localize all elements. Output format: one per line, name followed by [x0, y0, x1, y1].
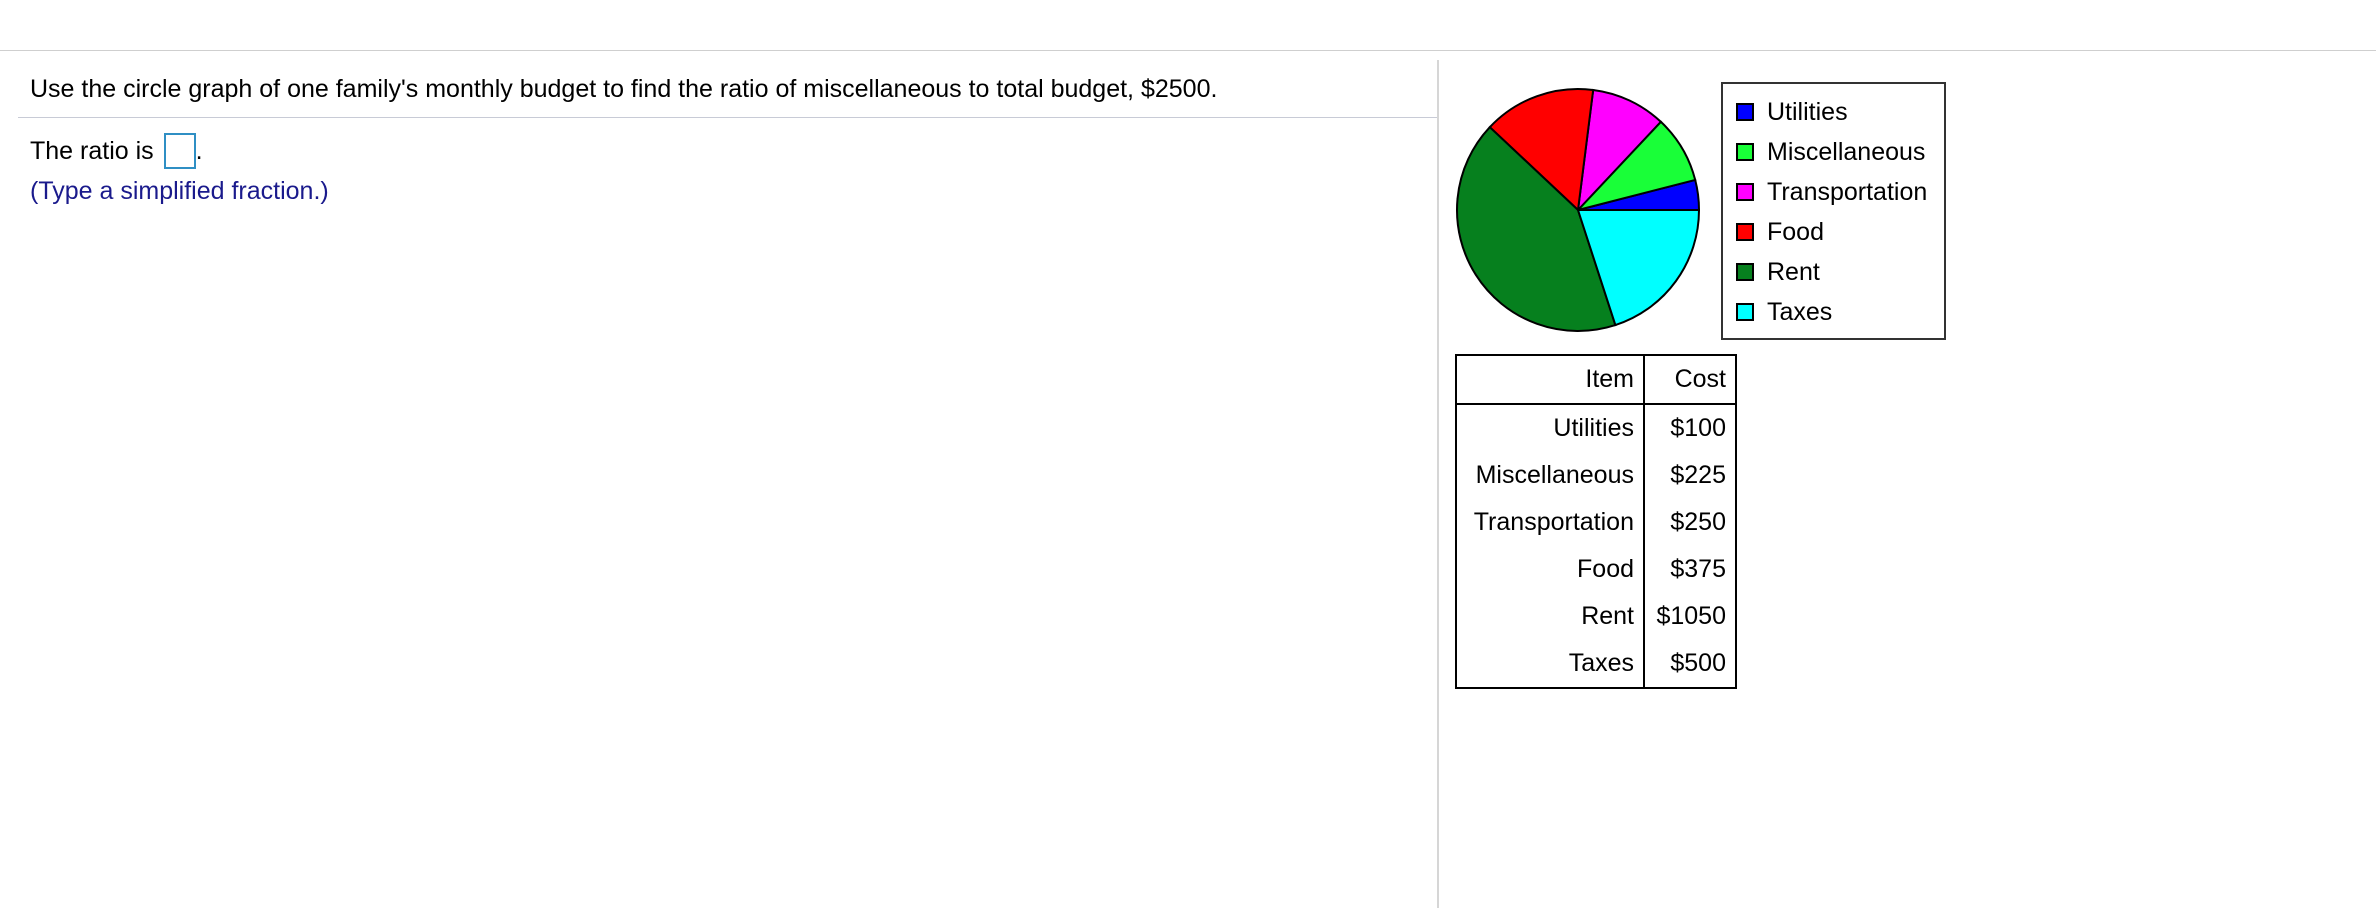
question-text: Use the circle graph of one family's mon… [30, 75, 1218, 103]
answer-line: The ratio is . [30, 133, 203, 169]
budget-table: Item Cost Utilities $100 Miscellaneous $225… [1455, 354, 1737, 689]
legend-swatch [1736, 183, 1754, 201]
table-row: Rent $1050 [1456, 593, 1736, 640]
table-row: Utilities $100 [1456, 404, 1736, 452]
chart-legend: Utilities Miscellaneous Transportation Food… [1721, 82, 1946, 340]
legend-item-rent: Rent [1736, 252, 1944, 292]
legend-label: Utilities [1767, 97, 1848, 126]
legend-swatch [1736, 303, 1754, 321]
legend-item-food: Food [1736, 212, 1944, 252]
table-row: Food $375 [1456, 546, 1736, 593]
legend-swatch [1736, 103, 1754, 121]
pie-slice-taxes [1576, 209, 1701, 327]
cell-cost: $250 [1670, 508, 1726, 536]
top-divider [0, 50, 2376, 51]
pie-slice-transportation [1576, 88, 1663, 213]
legend-label: Miscellaneous [1767, 137, 1926, 166]
cell-item: Miscellaneous [1456, 452, 1645, 499]
table-row: Taxes $500 [1456, 640, 1736, 688]
cell-cost: $100 [1670, 414, 1726, 442]
cell-cost: $375 [1670, 555, 1726, 583]
pie-slice-rent [1455, 125, 1617, 332]
table-row: Transportation $250 [1456, 499, 1736, 546]
legend-item-transportation: Transportation [1736, 172, 1944, 212]
legend-label: Transportation [1767, 177, 1928, 206]
legend-item-miscellaneous: Miscellaneous [1736, 132, 1944, 172]
answer-suffix: . [195, 137, 203, 165]
cell-cost: $500 [1670, 649, 1726, 677]
question-divider [18, 117, 1437, 118]
cell-item: Taxes [1456, 640, 1645, 688]
cell-item: Utilities [1456, 404, 1645, 452]
answer-hint: (Type a simplified fraction.) [30, 177, 329, 205]
legend-item-utilities: Utilities [1736, 92, 1944, 132]
column-header-cost: Cost [1644, 355, 1736, 405]
legend-item-taxes: Taxes [1736, 292, 1944, 332]
cell-item: Transportation [1456, 499, 1645, 546]
cell-item: Rent [1456, 593, 1645, 640]
pie-slice-food [1488, 88, 1595, 213]
legend-label: Taxes [1767, 297, 1833, 326]
column-header-item: Item [1456, 355, 1645, 405]
cell-item: Food [1456, 546, 1645, 593]
table-header-row: Item Cost [1456, 355, 1736, 405]
legend-swatch [1736, 143, 1754, 161]
cell-cost: $225 [1670, 461, 1726, 489]
pane-divider [1437, 60, 1439, 908]
answer-input[interactable] [163, 133, 196, 169]
question-pane: Use the circle graph of one family's mon… [0, 60, 1437, 908]
budget-pie-chart [1455, 88, 1701, 332]
legend-swatch [1736, 263, 1754, 281]
answer-prefix: The ratio is [30, 137, 154, 165]
table-row: Miscellaneous $225 [1456, 452, 1736, 499]
legend-swatch [1736, 223, 1754, 241]
legend-label: Rent [1767, 257, 1820, 286]
legend-label: Food [1767, 217, 1824, 246]
cell-cost: $1050 [1656, 602, 1726, 630]
